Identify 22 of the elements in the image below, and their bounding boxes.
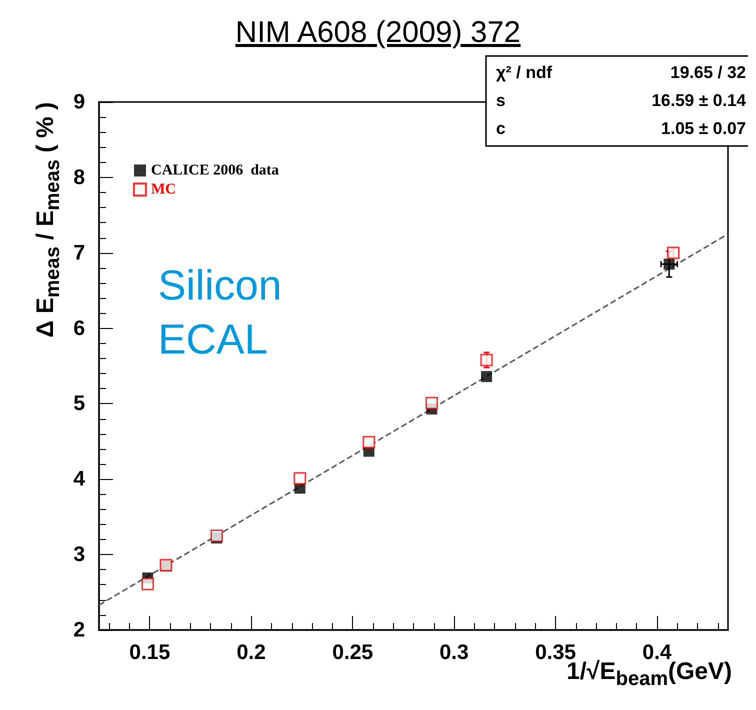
text: χ² / ndf (496, 63, 552, 82)
x-tick-label: 0.25 (332, 641, 374, 664)
annotation: s (496, 91, 506, 110)
legend-label: MC (151, 182, 176, 198)
x-tick-label: 0.15 (129, 641, 170, 664)
y-tick-label: 8 (73, 166, 86, 189)
annotation: 1.05 ± 0.07 (661, 119, 746, 138)
x-tick-label: 0.2 (236, 641, 266, 664)
y-tick-label: 4 (73, 468, 86, 491)
text: 19.65 / 32 (670, 63, 746, 82)
y-tick-label: 6 (73, 316, 85, 340)
y-tick-label: 7 (73, 241, 85, 264)
x-tick-label: 0.3 (439, 641, 469, 664)
y-tick-label: 2 (73, 618, 85, 642)
chart-title: NIM A608 (2009) 372 (234, 16, 522, 50)
annotation: 16.59 ± 0.14 (652, 91, 747, 110)
legend-label: CALICE 2006 data (151, 162, 280, 178)
y-tick-label: 5 (73, 392, 86, 416)
y-tick-label: 3 (73, 543, 85, 566)
annotation: Silicon ECAL (158, 262, 294, 362)
annotation: c (496, 119, 506, 138)
y-tick-label: 9 (73, 90, 85, 114)
